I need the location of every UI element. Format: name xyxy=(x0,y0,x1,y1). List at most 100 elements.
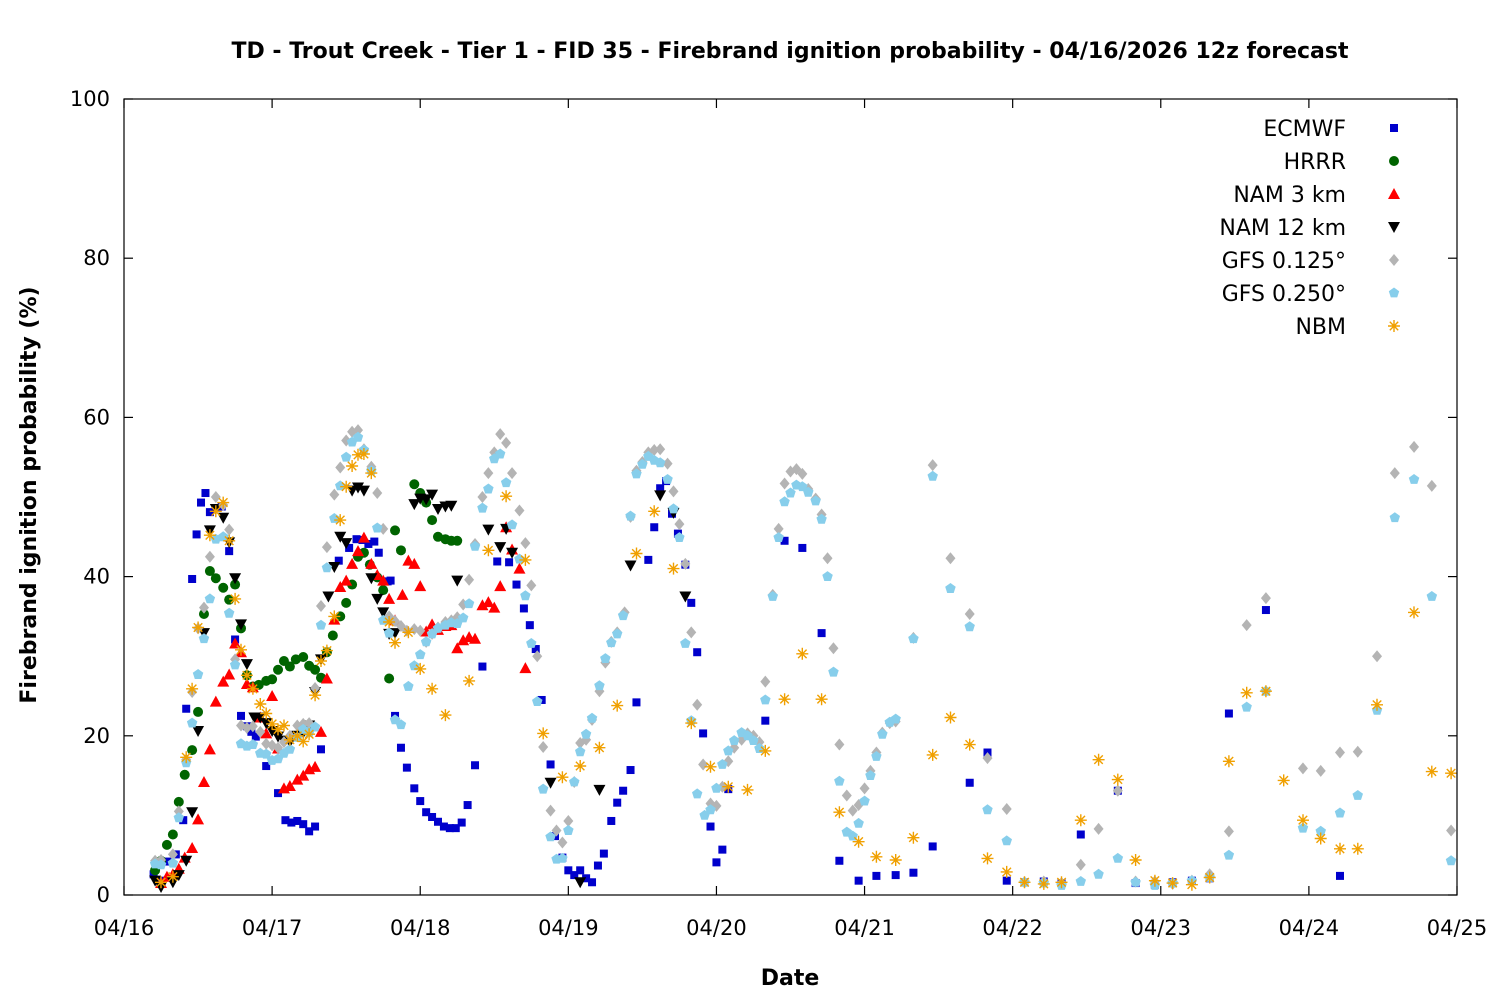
data-point xyxy=(500,490,513,503)
data-point xyxy=(346,485,359,497)
data-point xyxy=(402,626,415,639)
data-point xyxy=(494,580,507,592)
data-point xyxy=(247,727,256,736)
data-point xyxy=(495,448,506,459)
data-point xyxy=(796,647,809,660)
data-point xyxy=(693,648,702,657)
data-point xyxy=(188,574,197,583)
data-point xyxy=(415,624,426,637)
data-point xyxy=(281,816,290,825)
data-point xyxy=(865,770,876,780)
data-point xyxy=(433,817,442,826)
legend-label: GFS 0.250° xyxy=(1222,282,1346,307)
data-point xyxy=(346,460,359,472)
data-point xyxy=(1334,842,1346,855)
data-point xyxy=(570,871,579,880)
data-point xyxy=(203,743,216,755)
data-point xyxy=(182,704,191,713)
data-point xyxy=(569,776,580,787)
x-tick-label: 04/20 xyxy=(686,916,747,940)
data-point xyxy=(854,876,863,885)
data-point xyxy=(817,629,826,638)
data-point xyxy=(261,748,272,759)
data-point xyxy=(810,495,821,506)
data-point xyxy=(1130,876,1141,887)
data-point xyxy=(872,871,881,880)
data-point xyxy=(186,842,199,854)
legend-marker xyxy=(1389,156,1399,166)
data-point xyxy=(428,812,437,821)
data-point xyxy=(927,470,938,481)
data-point xyxy=(303,728,316,741)
data-point xyxy=(204,593,216,604)
data-point xyxy=(779,477,790,490)
data-point xyxy=(315,655,327,667)
x-tick-label: 04/16 xyxy=(94,916,155,940)
axis-ticks: 04/16 04/17 04/18 04/19 04/20 04/21 04/22 04/23… xyxy=(70,87,1487,940)
data-point xyxy=(278,719,290,732)
data-point xyxy=(506,519,518,530)
data-point xyxy=(390,525,401,536)
data-point xyxy=(662,474,673,484)
data-point xyxy=(262,762,271,771)
data-point xyxy=(599,849,608,858)
data-point xyxy=(274,789,283,798)
data-point xyxy=(483,483,494,494)
data-point xyxy=(611,699,624,712)
data-point xyxy=(445,500,458,512)
data-point xyxy=(767,591,778,601)
data-point xyxy=(225,547,234,556)
data-point xyxy=(889,854,902,866)
data-point xyxy=(396,588,409,600)
data-point xyxy=(357,531,370,543)
x-tick-label: 04/17 xyxy=(242,916,303,940)
data-point xyxy=(293,816,302,825)
data-point xyxy=(197,775,210,787)
data-point xyxy=(982,804,993,815)
data-point xyxy=(451,642,464,654)
data-point xyxy=(371,593,384,605)
data-point xyxy=(593,784,606,796)
data-points xyxy=(149,424,1458,894)
data-point xyxy=(255,725,266,738)
data-point xyxy=(469,632,482,644)
data-point xyxy=(853,817,864,828)
data-point xyxy=(309,689,322,702)
data-point xyxy=(1055,876,1068,889)
data-point xyxy=(650,523,659,532)
data-point xyxy=(365,557,378,569)
data-point xyxy=(357,448,370,460)
data-point xyxy=(167,857,179,868)
data-point xyxy=(668,503,679,514)
data-point xyxy=(192,726,205,738)
data-point xyxy=(316,745,325,754)
data-point xyxy=(586,712,598,723)
data-point xyxy=(372,487,383,500)
data-point xyxy=(402,763,411,772)
data-point xyxy=(847,804,858,817)
data-point xyxy=(201,489,210,498)
legend-marker xyxy=(1390,124,1398,132)
data-point xyxy=(501,436,512,449)
data-point xyxy=(656,484,665,493)
data-point xyxy=(630,547,643,560)
data-point xyxy=(729,735,740,745)
data-point xyxy=(532,696,543,706)
data-point xyxy=(179,816,188,825)
data-point xyxy=(237,711,246,720)
data-point xyxy=(463,801,472,810)
data-point xyxy=(329,488,340,501)
data-point xyxy=(298,651,309,662)
data-point xyxy=(217,675,230,687)
data-point xyxy=(1315,764,1326,777)
data-point xyxy=(798,543,807,552)
data-point xyxy=(680,557,691,570)
data-point xyxy=(161,839,172,850)
data-point xyxy=(477,502,488,513)
data-point xyxy=(420,636,432,647)
data-point xyxy=(815,693,828,706)
data-point xyxy=(964,608,975,621)
data-point xyxy=(680,638,691,648)
plot-frame xyxy=(123,98,1458,896)
data-point xyxy=(352,448,364,461)
